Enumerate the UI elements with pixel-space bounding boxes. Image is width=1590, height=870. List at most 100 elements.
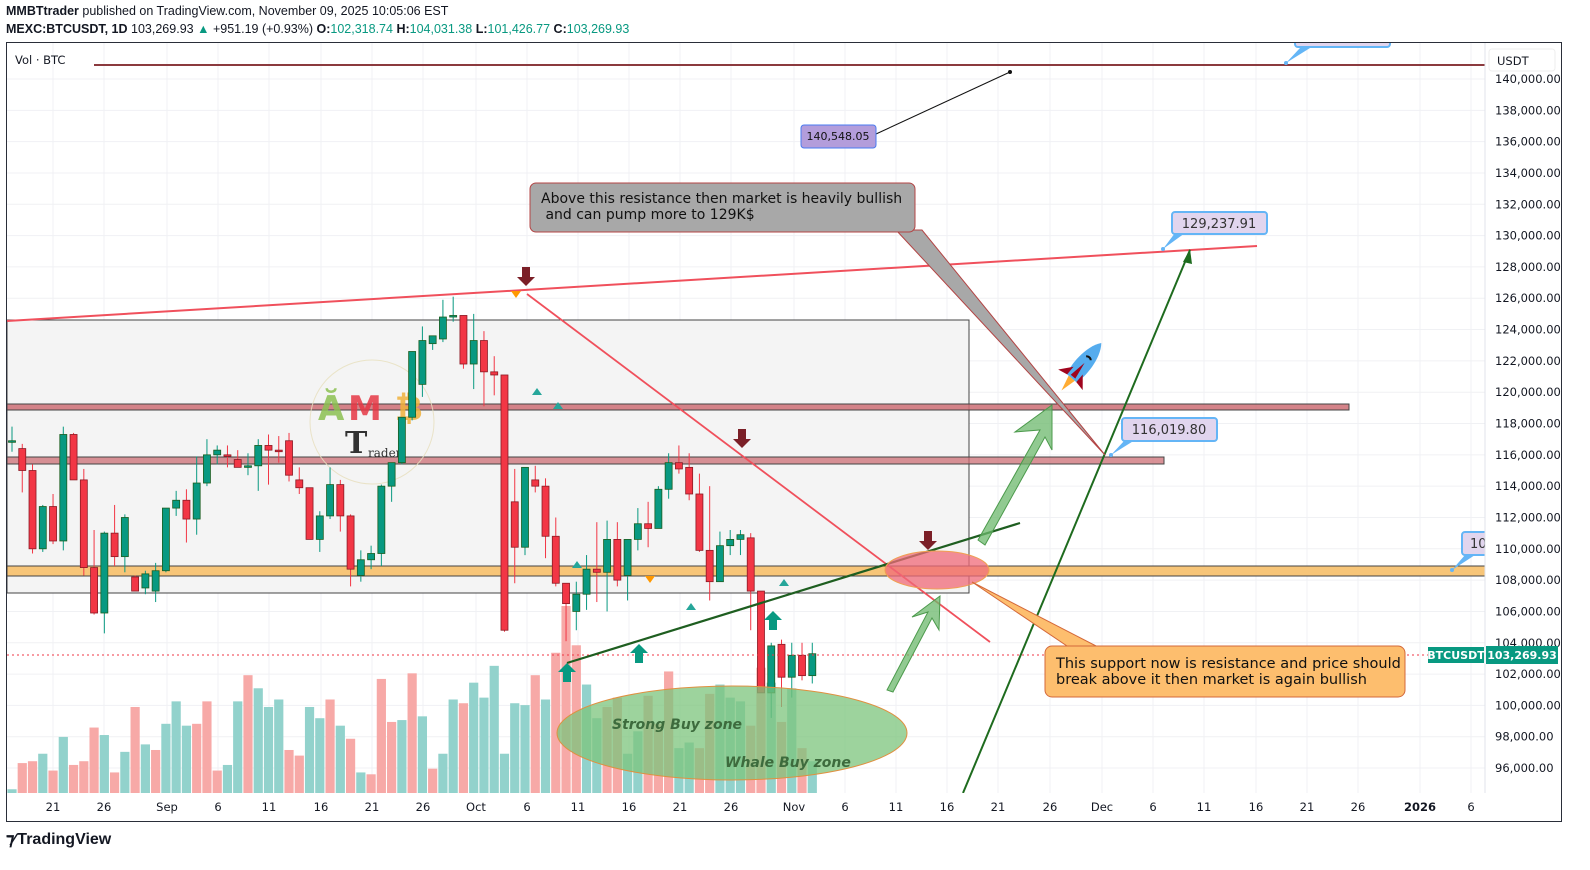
- low-label: L:: [475, 22, 488, 36]
- up-triangle-icon: ▲: [197, 22, 210, 36]
- rising-resistance-trendline[interactable]: [7, 245, 1258, 322]
- price-tick: 116,000.00: [1495, 448, 1561, 462]
- green-arrow-upper[interactable]: [977, 404, 1053, 546]
- price-tick: 108,000.00: [1495, 573, 1561, 587]
- price-tick: 100,000.00: [1495, 698, 1561, 712]
- label-140k-text: 140,548.05: [807, 130, 870, 143]
- time-tick: 11: [262, 800, 277, 814]
- time-tick: 26: [1351, 800, 1366, 814]
- rising-support-trendline[interactable]: [566, 521, 1021, 665]
- price-tick: 124,000.00: [1495, 323, 1561, 337]
- label-108k-text: 10: [1470, 537, 1487, 552]
- open-label: O:: [316, 22, 331, 36]
- price-tick: 130,000.00: [1495, 229, 1561, 243]
- price-tick: 96,000.00: [1495, 761, 1554, 775]
- close-label: C:: [553, 22, 567, 36]
- callout-top[interactable]: Above this resistance then market is hea…: [529, 182, 1106, 456]
- time-tick: Sep: [156, 800, 178, 814]
- strong-buy-zone-label: Strong Buy zone: [612, 717, 742, 733]
- svg-text:Ӑ: Ӑ: [318, 388, 345, 429]
- svg-text:M: M: [348, 389, 382, 429]
- publisher-name[interactable]: MMBTtrader: [6, 4, 79, 18]
- high-value: 104,031.38: [409, 22, 473, 36]
- time-tick: 11: [571, 800, 586, 814]
- time-tick: 6: [1149, 800, 1156, 814]
- footer-brand-text: TradingView: [17, 831, 112, 848]
- time-tick: 6: [523, 800, 530, 814]
- indicator-label[interactable]: Vol · BTC: [15, 53, 65, 67]
- label-108k[interactable]: 10: [1450, 531, 1502, 572]
- support-band[interactable]: [7, 565, 1485, 577]
- time-tick: Oct: [466, 800, 486, 814]
- label-140k[interactable]: 140,548.05: [800, 70, 1012, 149]
- price-tick: 110,000.00: [1495, 542, 1561, 556]
- time-axis[interactable]: 21 26 Sep 6 11 16 21 26 Oct 6 11 16 21 26 Nov 6 11 16 21 26…: [46, 800, 1475, 814]
- resistance-band-lower[interactable]: [7, 456, 1165, 465]
- price-tick: 138,000.00: [1495, 103, 1561, 117]
- rocket-icon: [1058, 343, 1102, 391]
- close-value: 103,269.93: [566, 22, 630, 36]
- time-tick: 16: [1249, 800, 1264, 814]
- whale-buy-zone-label: Whale Buy zone: [725, 755, 851, 771]
- steep-target-trendline[interactable]: [962, 249, 1191, 793]
- price-axis[interactable]: 140,000.00 138,000.00 136,000.00 134,000.00…: [1495, 72, 1561, 775]
- callout-bottom[interactable]: This support now is resistance and price…: [971, 581, 1406, 698]
- currency-label: USDT: [1497, 54, 1530, 68]
- callout-top-line1: Above this resistance then market is hea…: [541, 191, 902, 207]
- time-tick: 26: [416, 800, 431, 814]
- currency-badge[interactable]: [1488, 48, 1556, 72]
- time-tick: 11: [1197, 800, 1212, 814]
- chart-frame: [6, 42, 1562, 822]
- price-tick: 122,000.00: [1495, 354, 1561, 368]
- time-tick: 2026: [1404, 800, 1436, 814]
- publisher-line: MMBTtrader published on TradingView.com,…: [6, 4, 448, 18]
- green-arrow-lower[interactable]: [886, 594, 941, 693]
- symbol-price-tag: [1428, 647, 1484, 663]
- callout-top-line2: and can pump more to 129K$: [541, 207, 755, 223]
- time-tick: 26: [724, 800, 739, 814]
- signal-markers: [511, 267, 937, 682]
- symbol-legend: MEXC:BTCUSDT, 1D 103,269.93 ▲ +951.19 (+…: [6, 22, 629, 36]
- current-price-tag-text: 103,269.93: [1487, 649, 1557, 662]
- price-tick: 126,000.00: [1495, 291, 1561, 305]
- tradingview-logo-icon: ⁊⁄: [6, 830, 15, 849]
- price-tick: 114,000.00: [1495, 479, 1561, 493]
- low-value: 101,426.77: [487, 22, 551, 36]
- label-129k-text: 129,237.91: [1182, 217, 1256, 232]
- current-price-tag: [1486, 646, 1558, 664]
- time-tick: 26: [1043, 800, 1058, 814]
- label-129k[interactable]: 129,237.91: [1161, 211, 1268, 251]
- mmbt-logo-watermark: Ӑ M ₿ T rader: [309, 359, 435, 485]
- callout-bottom-line1: This support now is resistance and price…: [1055, 656, 1401, 672]
- price-change: +951.19 (+0.93%): [212, 22, 314, 36]
- price-tick: 140,000.00: [1495, 72, 1561, 86]
- time-tick: 21: [1300, 800, 1315, 814]
- time-tick: 16: [622, 800, 637, 814]
- label-116k-text: 116,019.80: [1132, 423, 1206, 438]
- symbol-name[interactable]: MEXC:BTCUSDT, 1D: [6, 22, 128, 36]
- candlesticks[interactable]: [8, 296, 817, 718]
- breakout-zone-ellipse[interactable]: [884, 550, 990, 590]
- price-tick: 102,000.00: [1495, 667, 1561, 681]
- price-tick: 136,000.00: [1495, 135, 1561, 149]
- buy-zone-ellipse[interactable]: [556, 685, 908, 781]
- open-value: 102,318.74: [330, 22, 393, 36]
- time-tick: Dec: [1091, 800, 1113, 814]
- svg-text:rader: rader: [368, 446, 402, 460]
- svg-text:T: T: [345, 426, 368, 461]
- time-tick: 16: [314, 800, 329, 814]
- published-text: published on TradingView.com, November 0…: [82, 4, 449, 18]
- time-tick: 16: [940, 800, 955, 814]
- callout-bottom-line2: break above it then market is again bull…: [1056, 672, 1367, 688]
- label-116k[interactable]: 116,019.80: [1109, 417, 1218, 457]
- arrow-head-target: [1183, 249, 1192, 264]
- footer-brand[interactable]: ⁊⁄ TradingView: [6, 830, 111, 850]
- price-tick: 118,000.00: [1495, 417, 1561, 431]
- price-tick: 128,000.00: [1495, 260, 1561, 274]
- time-tick: 6: [214, 800, 221, 814]
- price-tick: 120,000.00: [1495, 385, 1561, 399]
- price-tick: 112,000.00: [1495, 510, 1561, 524]
- price-tick: 106,000.00: [1495, 604, 1561, 618]
- label-top-offscreen[interactable]: [1284, 30, 1391, 65]
